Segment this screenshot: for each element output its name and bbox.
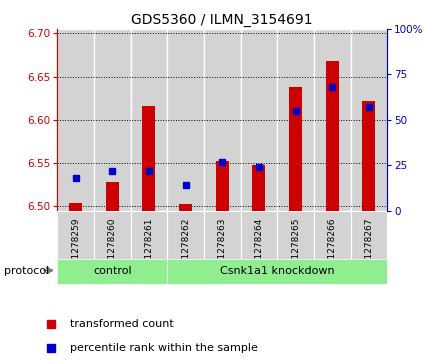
Bar	[167, 259, 387, 284]
Bar	[57, 211, 94, 260]
Text: GSM1278265: GSM1278265	[291, 218, 300, 278]
Text: GSM1278267: GSM1278267	[364, 218, 374, 278]
Title: GDS5360 / ILMN_3154691: GDS5360 / ILMN_3154691	[132, 13, 313, 26]
Bar	[363, 101, 375, 211]
Bar	[179, 204, 192, 211]
Bar	[57, 29, 94, 211]
Bar	[253, 165, 265, 211]
Bar	[241, 211, 277, 260]
Bar	[314, 29, 351, 211]
Text: GSM1278259: GSM1278259	[71, 218, 80, 278]
Bar	[167, 211, 204, 260]
Bar	[277, 211, 314, 260]
Bar	[289, 87, 302, 211]
Bar	[167, 29, 204, 211]
Text: GSM1278260: GSM1278260	[108, 218, 117, 278]
Text: GSM1278263: GSM1278263	[218, 218, 227, 278]
Bar	[204, 29, 241, 211]
Bar	[69, 203, 82, 211]
Bar	[131, 211, 167, 260]
Bar	[277, 29, 314, 211]
Text: GSM1278261: GSM1278261	[144, 218, 154, 278]
Bar	[94, 29, 131, 211]
Bar	[351, 211, 387, 260]
Text: GSM1278262: GSM1278262	[181, 218, 190, 278]
Text: GSM1278264: GSM1278264	[254, 218, 264, 278]
Bar	[143, 106, 155, 211]
Text: protocol: protocol	[4, 266, 50, 276]
Text: GSM1278266: GSM1278266	[328, 218, 337, 278]
Bar	[241, 29, 277, 211]
Bar	[216, 161, 229, 211]
Text: Csnk1a1 knockdown: Csnk1a1 knockdown	[220, 266, 334, 276]
Bar	[94, 211, 131, 260]
Bar	[204, 211, 241, 260]
Text: control: control	[93, 266, 132, 276]
Text: percentile rank within the sample: percentile rank within the sample	[70, 343, 258, 352]
Bar	[131, 29, 167, 211]
Bar	[351, 29, 387, 211]
Text: transformed count: transformed count	[70, 319, 174, 329]
Bar	[314, 211, 351, 260]
Bar	[57, 259, 167, 284]
Bar	[106, 182, 119, 211]
Bar	[326, 61, 339, 211]
